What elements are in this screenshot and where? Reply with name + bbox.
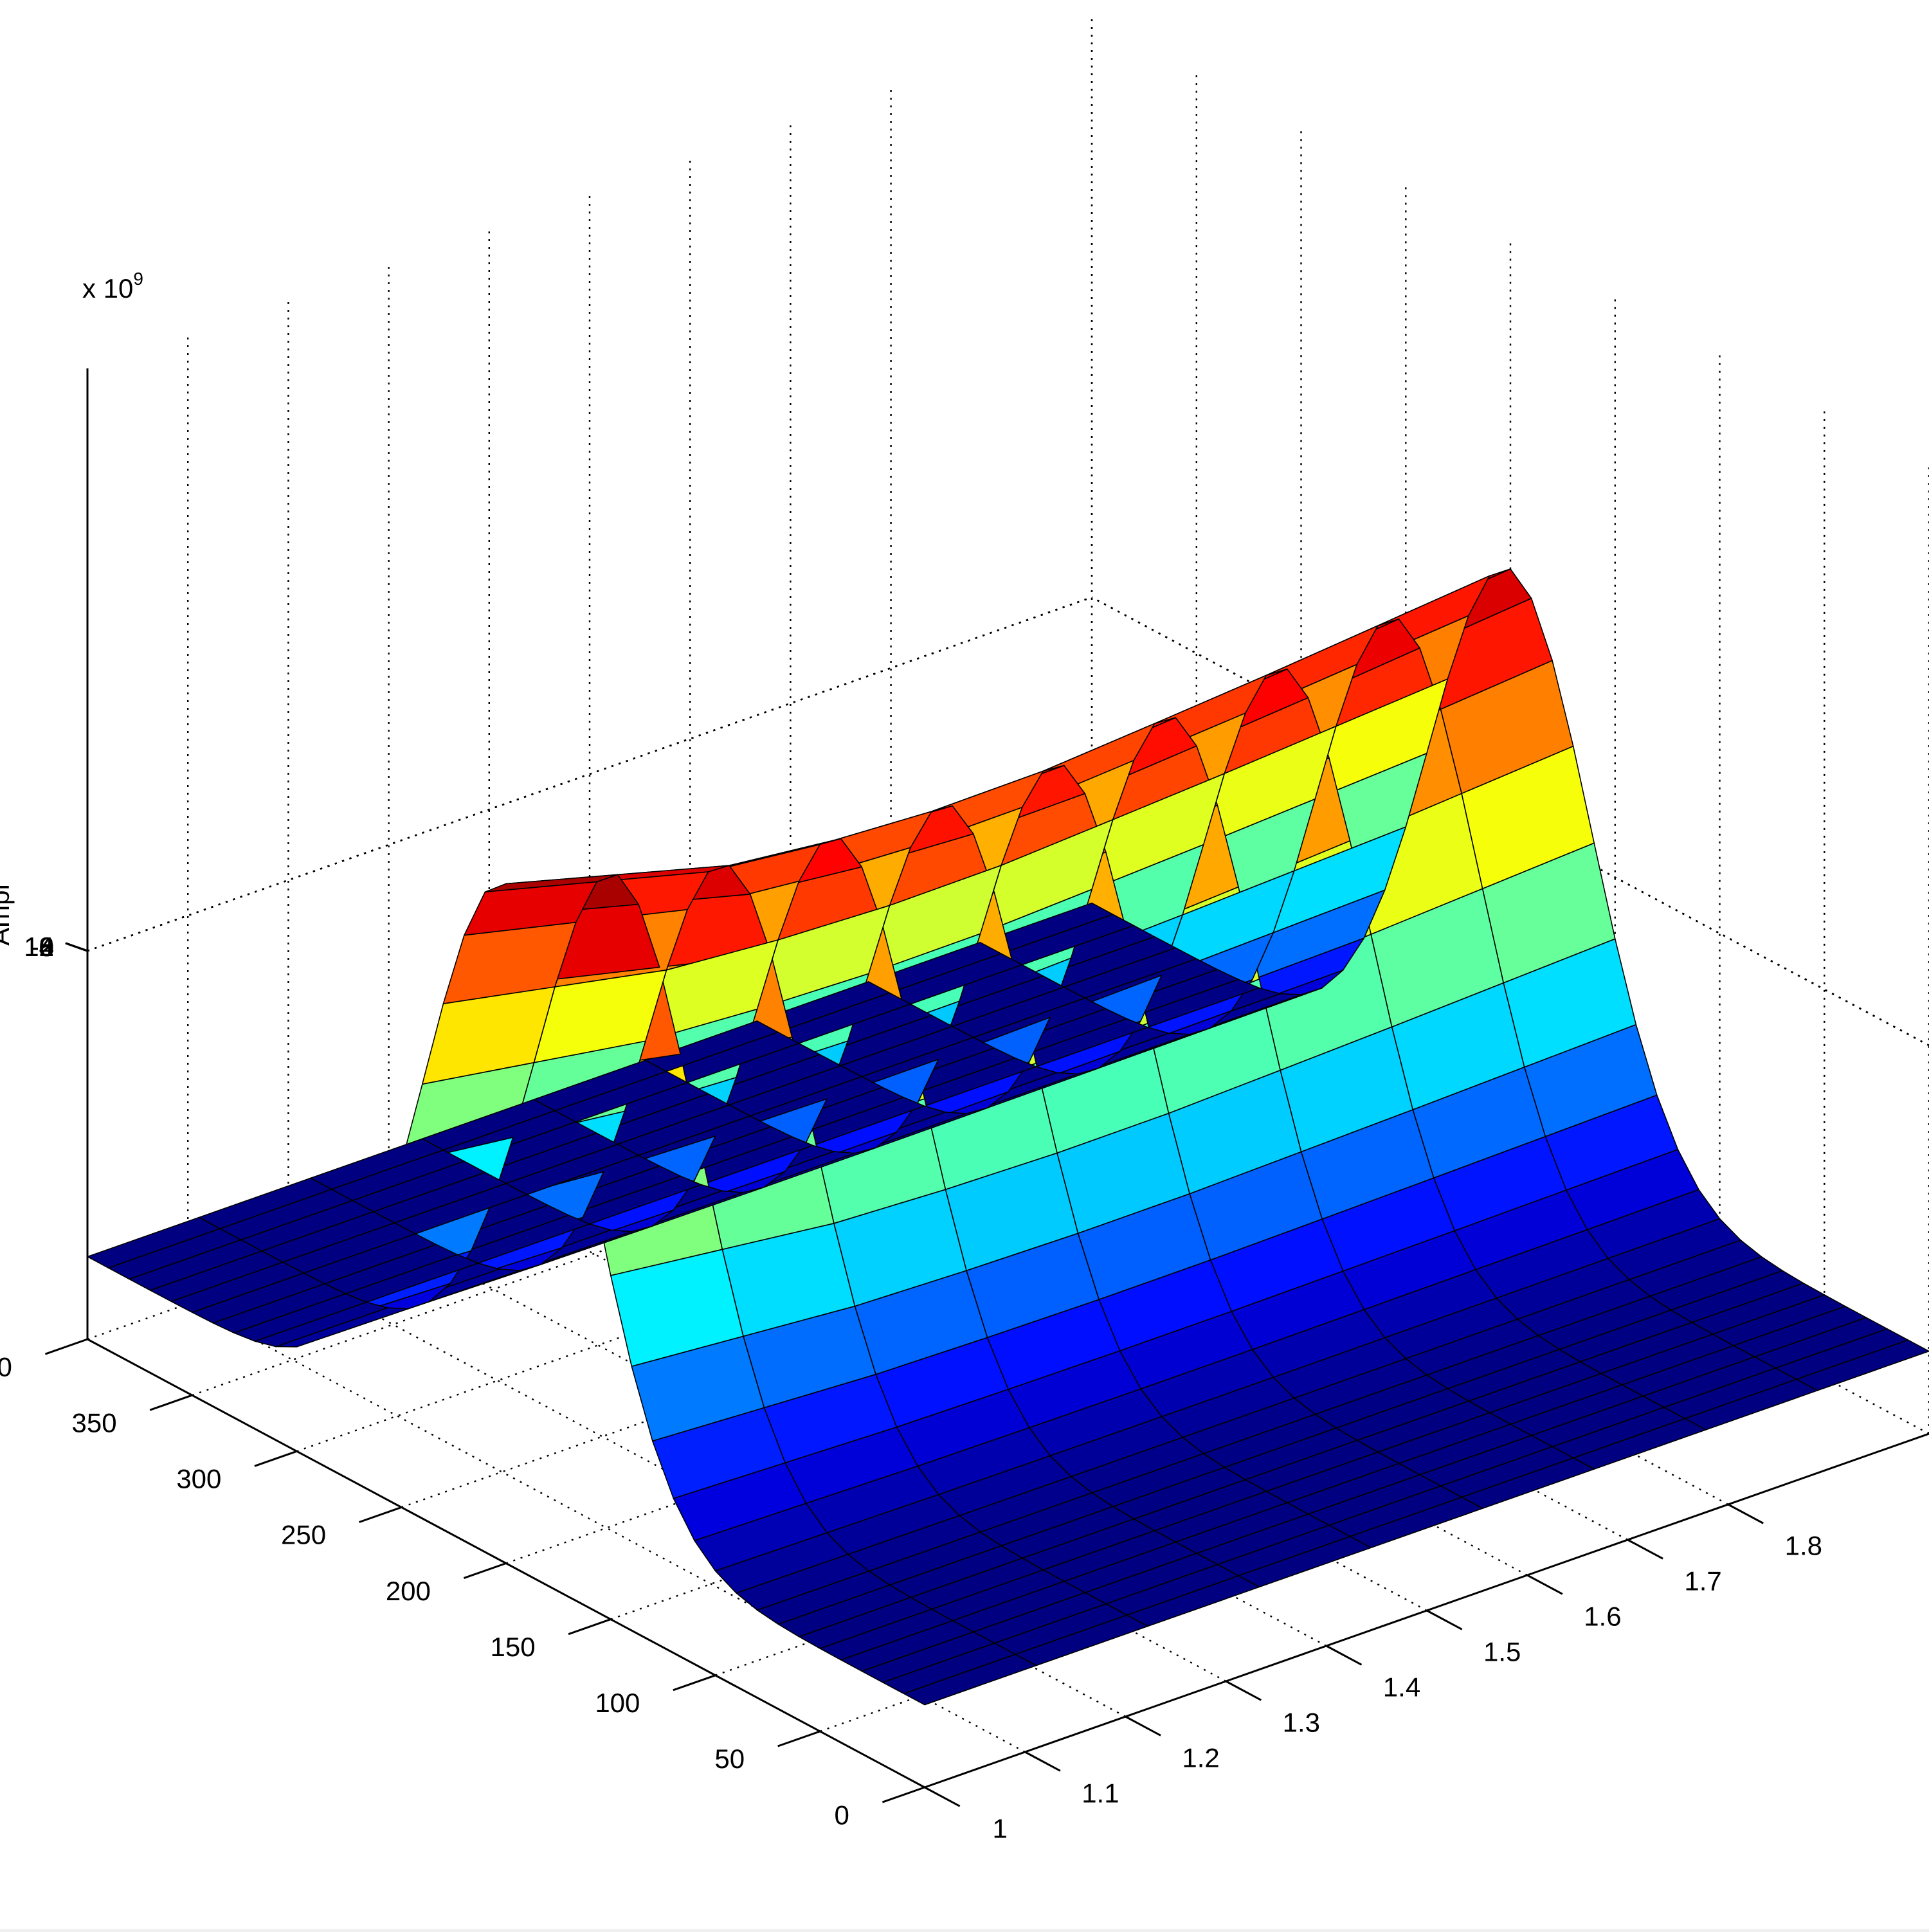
y-tick-label: 200 [386, 1576, 431, 1606]
x-tick-label: 1.4 [1383, 1672, 1420, 1702]
z-tick-label: 6 [39, 932, 54, 962]
z-tick-label: 0 [39, 932, 54, 962]
z-tick-mark [65, 942, 88, 952]
x-tick-mark [924, 1786, 961, 1807]
z-exponent-label: x 109 [82, 269, 143, 303]
z-tick-label: -4 [30, 932, 54, 962]
x-tick-label: 1.2 [1182, 1743, 1219, 1773]
z-tick-label: 4 [39, 932, 54, 962]
axis-layer [44, 368, 1929, 1807]
z-tick-label: -2 [30, 932, 54, 962]
y-tick-label: 400 [0, 1351, 12, 1382]
x-tick-mark [1024, 1751, 1061, 1772]
y-tick-label: 300 [176, 1464, 221, 1494]
x-tick-label: 1.1 [1082, 1778, 1119, 1809]
x-tick-label: 1.8 [1785, 1531, 1822, 1561]
z-tick-label: -6 [30, 932, 54, 962]
x-tick-label: 1.5 [1483, 1637, 1521, 1667]
y-tick-mark [777, 1730, 820, 1747]
x-tick-mark [1627, 1539, 1663, 1560]
y-tick-mark [882, 1786, 925, 1803]
y-tick-mark [568, 1618, 611, 1636]
x-tick-mark [1426, 1609, 1463, 1630]
surface-layer [87, 568, 1929, 1706]
left-wall-grid-line-z [87, 596, 1092, 952]
z-exponent-power: 9 [133, 269, 143, 289]
y-tick-mark [44, 1338, 88, 1355]
y-tick-mark [254, 1450, 297, 1467]
y-tick-mark [359, 1506, 402, 1523]
y-tick-label: 100 [595, 1688, 640, 1718]
x-tick-mark [1225, 1680, 1262, 1701]
y-tick-mark [149, 1394, 193, 1411]
x-tick-label: 1.6 [1584, 1602, 1621, 1632]
x-tick-mark [1326, 1645, 1363, 1666]
z-axis-title: Ampl [0, 884, 15, 946]
y-tick-mark [463, 1562, 507, 1580]
z-tick-label: -8 [30, 932, 54, 962]
z-tick-label: 2 [39, 932, 54, 962]
surface-patch [87, 1216, 221, 1268]
x-tick-mark [1727, 1503, 1764, 1524]
z-tick-label: 8 [39, 932, 54, 962]
z-tick-label: 10 [24, 932, 54, 962]
x-tick-mark [1125, 1715, 1161, 1737]
y-tick-label: 0 [834, 1800, 849, 1830]
x-tick-label: 1.7 [1684, 1566, 1721, 1596]
z-tick-label: 12 [24, 932, 54, 962]
y-tick-label: 350 [72, 1407, 117, 1438]
y-tick-label: 50 [714, 1744, 745, 1774]
y-tick-label: 250 [281, 1520, 326, 1550]
x-tick-label: 1.3 [1283, 1708, 1320, 1738]
x-tick-label: 1 [993, 1814, 1008, 1844]
label-layer: 11.11.21.31.41.51.61.71.8050100150200250… [0, 269, 1822, 1844]
y-tick-label: 150 [491, 1632, 536, 1662]
x-tick-mark [1526, 1574, 1563, 1595]
y-tick-mark [673, 1674, 716, 1692]
